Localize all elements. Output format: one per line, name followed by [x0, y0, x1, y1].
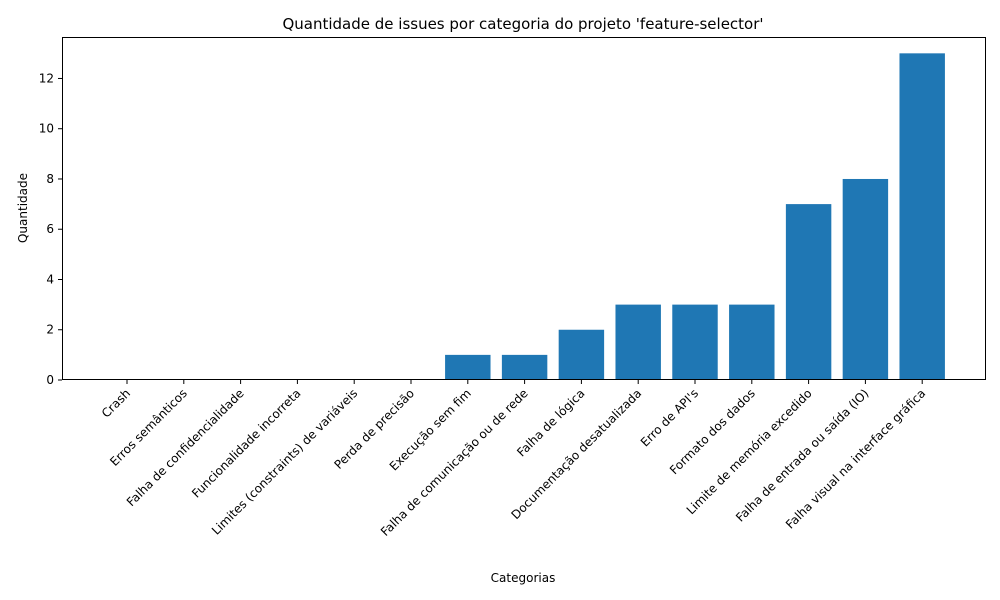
bar [785, 204, 832, 380]
bars-group [445, 53, 945, 380]
bar [501, 354, 548, 380]
bar [615, 304, 661, 380]
y-tick-label: 2 [46, 323, 54, 337]
y-tick-label: 6 [46, 222, 54, 236]
y-axis-label: Quantidade [16, 173, 30, 243]
bar [899, 53, 945, 380]
y-axis-ticks: 0 2 4 6 8 10 12 [39, 71, 62, 387]
chart-title: Quantidade de issues por categoria do pr… [282, 15, 763, 33]
bar [672, 304, 718, 380]
bar [729, 304, 775, 380]
y-tick-label: 8 [46, 172, 54, 186]
bar [558, 329, 605, 380]
y-tick-label: 0 [46, 373, 54, 387]
bar [445, 354, 491, 380]
x-axis-label: Categorias [491, 571, 556, 585]
y-tick-label: 10 [39, 122, 54, 136]
y-tick-label: 4 [46, 272, 54, 286]
plot-frame [62, 37, 986, 380]
bar [842, 178, 889, 380]
y-tick-label: 12 [39, 71, 54, 85]
